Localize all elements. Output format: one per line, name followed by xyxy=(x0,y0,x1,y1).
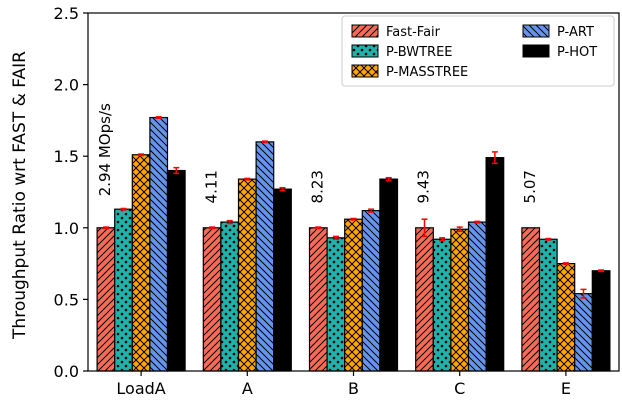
bar-hatch-A-P-ART xyxy=(256,141,274,371)
legend-swatch-hatch-P-MASSTREE xyxy=(352,65,378,77)
annotation-A: 4.11 xyxy=(202,170,220,203)
legend-swatch-hatch-P-BWTREE xyxy=(352,45,378,57)
x-tick-label-A: A xyxy=(242,379,253,398)
y-tick-label-2.5: 2.5 xyxy=(54,4,79,23)
bar-hatch-E-P-BWTREE xyxy=(539,239,558,371)
legend-swatch-hatch-P-ART xyxy=(523,25,549,37)
bar-hatch-C-P-ART xyxy=(468,222,487,371)
bar-hatch-E-P-MASSTREE xyxy=(557,263,575,371)
bar-C-P-HOT xyxy=(486,157,504,371)
x-tick-label-B: B xyxy=(348,379,359,398)
bar-hatch-C-P-MASSTREE xyxy=(450,229,469,371)
y-tick-label-0.0: 0.0 xyxy=(54,362,79,381)
bar-hatch-C-P-BWTREE xyxy=(433,239,451,371)
annotation-C: 9.43 xyxy=(415,170,433,203)
axes-frame xyxy=(87,12,620,372)
bar-LoadA-P-HOT xyxy=(167,170,186,371)
bar-B-P-HOT xyxy=(379,179,398,371)
legend-label-P-MASSTREE: P-MASSTREE xyxy=(386,65,468,80)
legend: Fast-Fair P-BWTREE P-MASSTREE P-ART P-HOT xyxy=(341,15,615,87)
bar-hatch-A-P-MASSTREE xyxy=(238,179,257,371)
annotation-LoadA: 2.94 MOps/s xyxy=(96,103,114,196)
bar-hatch-LoadA-Fast-Fair xyxy=(97,227,115,371)
legend-swatch-P-HOT xyxy=(523,45,549,57)
y-tick-label-0.5: 0.5 xyxy=(54,290,79,309)
bar-E-P-HOT xyxy=(592,270,610,371)
x-tick-label-C: C xyxy=(454,379,465,398)
plot-area: 2.94 MOps/s LoadA 4.11 A 8.23 B 9.43 C 5.07 E 0.0 0… xyxy=(54,4,620,398)
legend-swatch-outline-P-HOT xyxy=(522,44,550,58)
bar-hatch-A-Fast-Fair xyxy=(203,227,221,371)
bar-hatch-B-P-MASSTREE xyxy=(344,219,363,371)
bar-hatch-B-P-BWTREE xyxy=(327,237,345,371)
legend-label-P-ART: P-ART xyxy=(557,25,594,40)
legend-swatch-hatch-Fast-Fair xyxy=(352,25,378,37)
bar-hatch-B-Fast-Fair xyxy=(309,227,328,371)
x-tick-label-LoadA: LoadA xyxy=(116,379,165,398)
bar-hatch-B-P-ART xyxy=(362,210,380,371)
legend-swatch-outline-P-ART xyxy=(522,24,550,38)
legend-label-Fast-Fair: Fast-Fair xyxy=(386,25,441,40)
bar-hatch-C-Fast-Fair xyxy=(415,227,434,371)
annotation-E: 5.07 xyxy=(521,170,539,203)
legend-label-P-HOT: P-HOT xyxy=(557,45,597,60)
bar-hatch-LoadA-P-BWTREE xyxy=(114,209,133,371)
legend-swatch-outline-P-BWTREE xyxy=(351,44,379,58)
bar-hatch-A-P-BWTREE xyxy=(220,222,239,371)
x-tick-label-E: E xyxy=(561,379,571,398)
bar-hatch-E-Fast-Fair xyxy=(521,227,540,371)
bar-hatch-LoadA-P-MASSTREE xyxy=(132,154,150,371)
y-axis-title: Throughput Ratio wrt FAST & FAIR xyxy=(10,51,30,340)
legend-swatch-outline-Fast-Fair xyxy=(351,24,379,38)
y-tick-label-1.5: 1.5 xyxy=(54,147,79,166)
legend-label-P-BWTREE: P-BWTREE xyxy=(386,45,453,60)
bar-A-P-HOT xyxy=(273,189,292,371)
y-tick-label-2.0: 2.0 xyxy=(54,76,79,95)
bar-hatch-E-P-ART xyxy=(574,293,593,371)
annotation-B: 8.23 xyxy=(309,170,327,203)
bar-hatch-LoadA-P-ART xyxy=(149,117,168,371)
y-tick-label-1.0: 1.0 xyxy=(54,219,79,238)
legend-swatch-outline-P-MASSTREE xyxy=(351,64,379,78)
